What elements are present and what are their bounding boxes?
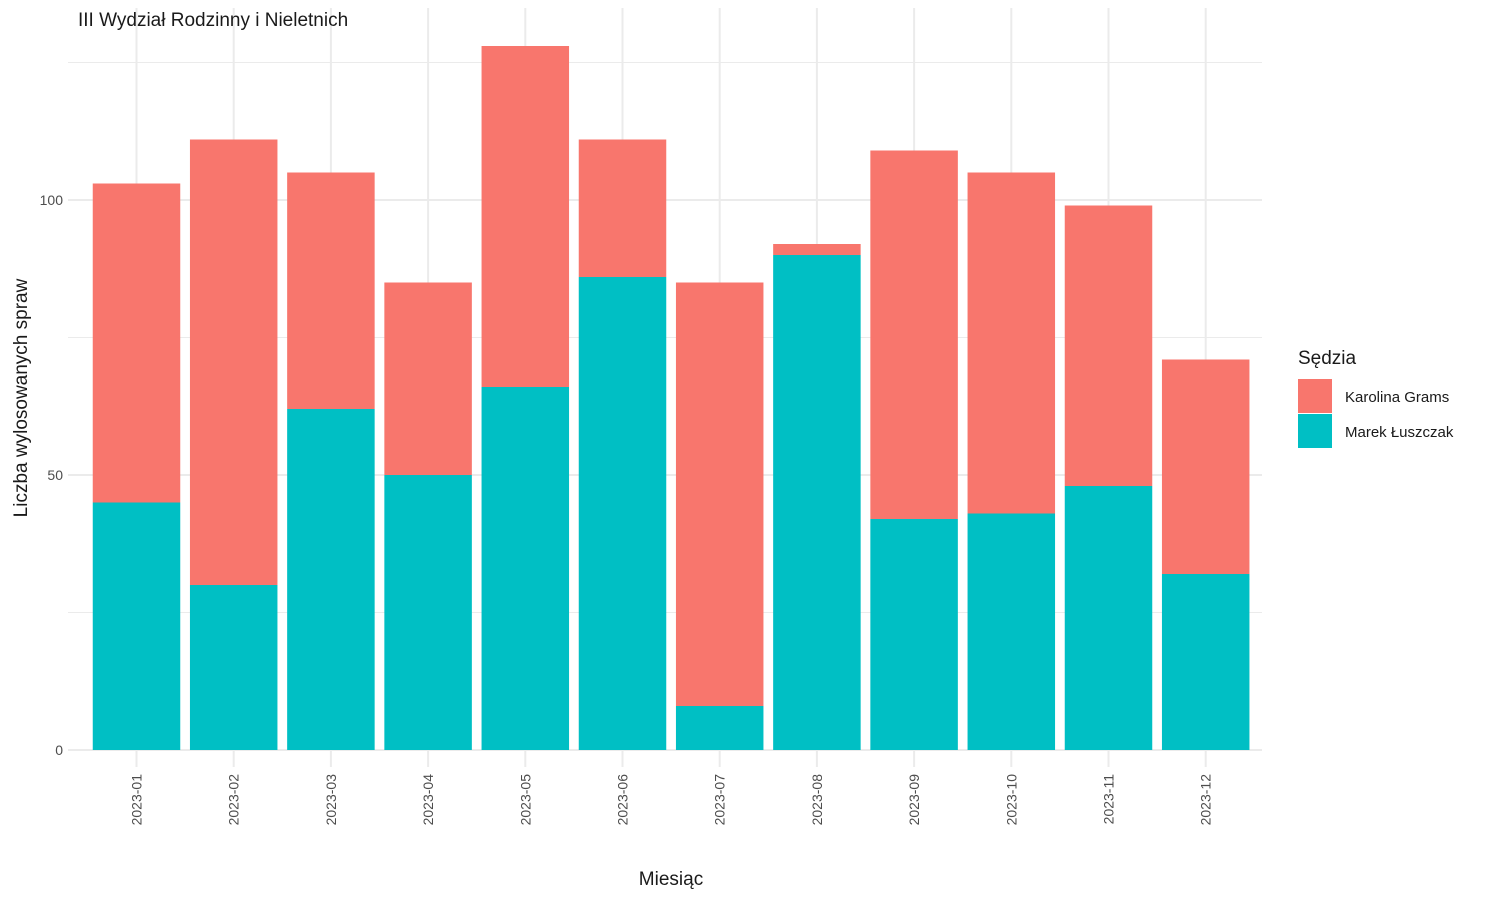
- legend: Sędzia Karolina Grams Marek Łuszczak: [1298, 348, 1454, 448]
- bar-segment: [189, 585, 278, 750]
- x-tick-label: 2023-02: [226, 774, 242, 826]
- bar-segment: [384, 475, 472, 750]
- bar-segment: [773, 255, 861, 750]
- x-tick-label: 2023-06: [615, 774, 631, 826]
- legend-title: Sędzia: [1298, 348, 1357, 369]
- bar-segment: [1064, 486, 1153, 750]
- x-tick-label: 2023-07: [712, 774, 728, 826]
- x-tick-label: 2023-09: [906, 774, 922, 826]
- x-axis-title: Miesiąc: [639, 869, 703, 890]
- x-tick-label: 2023-03: [323, 774, 339, 826]
- bar-segment: [384, 282, 472, 475]
- bar-segment: [481, 46, 570, 387]
- y-tick-label: 0: [55, 742, 63, 758]
- bar-segment: [870, 519, 958, 750]
- x-tick-label: 2023-08: [809, 774, 825, 826]
- legend-label: Marek Łuszczak: [1345, 424, 1454, 441]
- y-axis-title: Liczba wylosowanych spraw: [11, 278, 32, 517]
- bar-segment: [287, 409, 375, 750]
- bar-segment: [578, 277, 667, 750]
- bar-segment: [773, 244, 861, 255]
- y-tick-label: 100: [40, 192, 64, 208]
- bar-segment: [287, 172, 375, 409]
- bar-segment: [1161, 359, 1250, 574]
- bar-segment: [675, 282, 764, 706]
- bar-segment: [675, 706, 764, 750]
- x-tick-label: 2023-04: [420, 774, 436, 826]
- y-tick-label: 50: [47, 467, 63, 483]
- x-tick-label: 2023-05: [517, 774, 533, 826]
- bar-segment: [92, 502, 181, 750]
- bar-segment: [92, 183, 181, 503]
- bar-segment: [1161, 574, 1250, 750]
- legend-key: [1298, 414, 1332, 448]
- bar-segment: [967, 513, 1056, 750]
- legend-items: Karolina Grams Marek Łuszczak: [1298, 379, 1454, 448]
- bar-segment: [578, 139, 667, 277]
- x-tick-label: 2023-12: [1198, 774, 1214, 826]
- chart-title: III Wydział Rodzinny i Nieletnich: [78, 10, 348, 31]
- legend-label: Karolina Grams: [1345, 389, 1449, 406]
- bar-segment: [1064, 205, 1153, 486]
- x-tick-label: 2023-01: [129, 774, 145, 826]
- bar-segment: [189, 139, 278, 585]
- y-axis-ticks: 0 50 100: [40, 192, 64, 758]
- x-tick-label: 2023-10: [1003, 774, 1019, 826]
- x-axis-ticks: 2023-01 2023-02 2023-03 2023-04 2023-05 2023-…: [129, 774, 1214, 826]
- bar-segment: [481, 387, 570, 750]
- bar-segment: [967, 172, 1056, 514]
- legend-key: [1298, 379, 1332, 413]
- bar-segment: [870, 150, 958, 519]
- bars: [92, 46, 1250, 750]
- x-tick-label: 2023-11: [1101, 774, 1117, 825]
